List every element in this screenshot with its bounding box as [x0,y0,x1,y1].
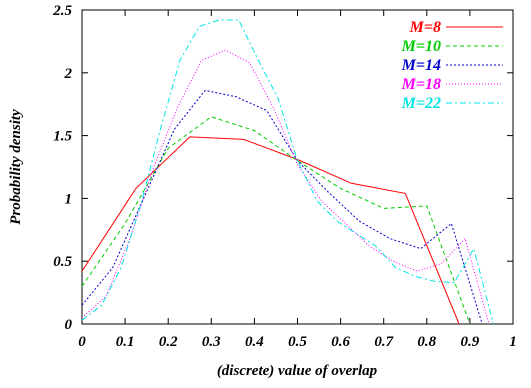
x-tick-label: 0.4 [245,334,264,350]
legend-label: M=22 [401,95,441,112]
legend-label: M=14 [401,57,441,74]
legend-label: M=8 [409,19,441,36]
x-tick-label: 0 [78,334,86,350]
x-tick-label: 0.3 [202,334,221,350]
legend-label: M=10 [401,38,441,55]
series-line-m-10 [81,116,471,325]
axis-ticks: 0 0.1 0.2 0.3 0.4 0.5 0.6 0.7 0.8 0.9 1 0 0.5 1 1.5 2 2.… [52,3,517,350]
y-tick-label: 2.5 [52,3,72,19]
series-line-m-8 [81,136,460,325]
x-tick-label: 0.9 [461,334,480,350]
y-tick-label: 1.5 [53,129,72,145]
y-tick-label: 0 [65,317,73,333]
x-tick-label: 0.7 [374,334,393,350]
y-tick-label: 2 [64,66,73,82]
x-tick-label: 1 [509,334,517,350]
x-axis-title: (discrete) value of overlap [217,363,378,379]
y-tick-label: 1 [65,191,73,207]
series-line-m-22 [81,19,494,325]
plot-frame [81,9,514,325]
x-tick-label: 0.6 [331,334,350,350]
y-tick-label: 0.5 [53,254,72,270]
x-tick-label: 0.8 [417,334,436,350]
x-tick-label: 0.2 [159,334,178,350]
y-axis-title: Probability density [8,109,24,225]
legend: M=8 M=10 M=14 M=18 M=22 [401,19,503,112]
series-line-m-14 [81,89,483,325]
x-tick-label: 0.1 [116,334,135,350]
x-tick-label: 0.5 [288,334,307,350]
legend-label: M=18 [401,76,441,93]
series-lines [81,19,494,325]
